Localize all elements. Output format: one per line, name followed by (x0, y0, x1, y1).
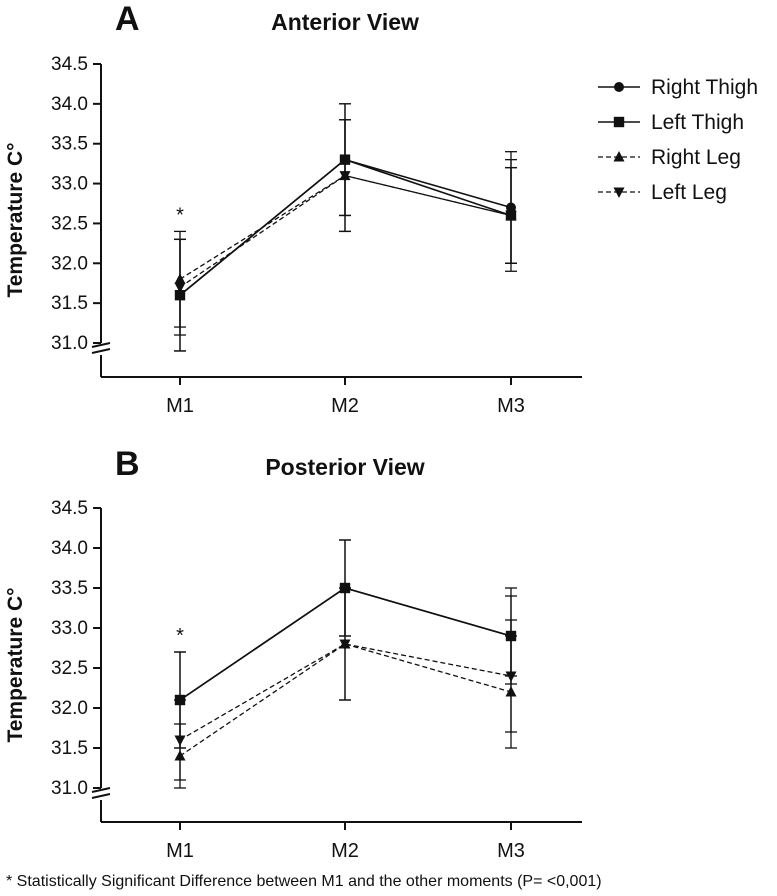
y-tick-label: 34.5 (51, 54, 88, 75)
y-tick-label: 32.0 (51, 698, 88, 719)
legend-item: Left Leg (598, 181, 727, 204)
legend-marker (613, 116, 625, 128)
y-tick-label: 31.5 (51, 293, 88, 314)
panel-anterior: A Anterior View 31.0 31.5 32.0 32.5 33.0 33.5 34… (4, 0, 582, 417)
x-tick-label: M3 (497, 840, 525, 862)
x-tick-label: M3 (497, 395, 525, 417)
x-tick-label: M1 (166, 840, 194, 862)
y-axis-label: Temperature C° (4, 142, 27, 297)
significance-marker: * (176, 625, 184, 647)
y-tick-label: 33.0 (51, 618, 88, 639)
figure: A Anterior View 31.0 31.5 32.0 32.5 33.0 33.5 34… (4, 0, 758, 862)
y-tick-label: 34.0 (51, 94, 88, 115)
series-left-leg (174, 119, 517, 336)
y-tick-label: 32.0 (51, 253, 88, 274)
legend-item: Right Leg (598, 146, 741, 169)
series-line (179, 174, 512, 288)
y-tick-label: 31.0 (51, 778, 88, 799)
y-tick-label: 33.5 (51, 134, 88, 155)
legend-marker (613, 187, 625, 198)
y-tick-label: 31.5 (51, 738, 88, 759)
legend-label: Right Leg (651, 146, 741, 169)
data-point (174, 735, 186, 746)
data-point (339, 639, 351, 650)
data-point (505, 671, 517, 682)
x-tick-label: M2 (331, 840, 359, 862)
x-tick-label: M1 (166, 395, 194, 417)
data-point (174, 282, 186, 294)
significance-marker: * (176, 204, 184, 226)
y-tick-label: 33.0 (51, 174, 88, 195)
y-axis-break (91, 793, 111, 799)
y-tick-label: 33.5 (51, 578, 88, 599)
legend-item: Right Thigh (598, 76, 758, 99)
x-tick-label: M2 (331, 395, 359, 417)
footnote: * Statistically Significant Difference b… (6, 873, 602, 890)
y-tick-label: 34.5 (51, 498, 88, 519)
y-tick-label: 34.0 (51, 538, 88, 559)
legend-label: Left Thigh (651, 111, 744, 134)
panel-posterior: B Posterior View 31.0 31.5 32.0 32.5 33.0 33.5 3… (4, 445, 582, 862)
series-left-leg (174, 587, 517, 781)
panel-label: B (115, 445, 140, 483)
y-tick-label: 32.5 (51, 213, 88, 234)
data-point (505, 210, 517, 222)
legend-marker (613, 151, 625, 162)
legend: Right Thigh Left Thigh Right Leg Left Leg (598, 76, 758, 204)
legend-marker (614, 82, 624, 92)
y-axis-break (91, 342, 111, 348)
y-tick-label: 31.0 (51, 333, 88, 354)
series-line (179, 643, 512, 757)
y-tick-label: 32.5 (51, 658, 88, 679)
y-axis-break (91, 787, 111, 793)
panel-label: A (115, 0, 140, 38)
legend-label: Left Leg (651, 181, 727, 204)
legend-label: Right Thigh (651, 76, 758, 99)
chart-title: Posterior View (265, 454, 424, 480)
y-axis-break (91, 348, 111, 354)
chart-title: Anterior View (271, 9, 419, 35)
y-axis-label: Temperature C° (4, 587, 27, 742)
data-point (339, 171, 351, 182)
legend-item: Left Thigh (598, 111, 744, 134)
